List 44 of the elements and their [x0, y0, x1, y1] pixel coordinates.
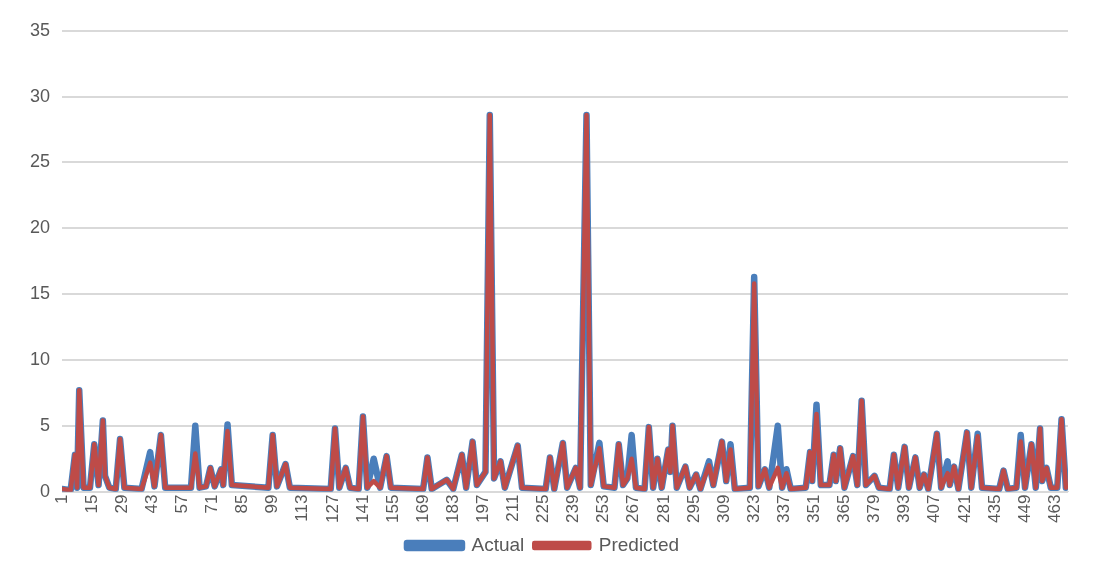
legend-label: Actual — [471, 533, 525, 555]
x-tick-label: 43 — [141, 494, 161, 514]
x-tick-label: 15 — [81, 494, 101, 514]
x-tick-label: 71 — [202, 494, 222, 514]
x-tick-label: 393 — [894, 494, 914, 524]
x-tick-label: 99 — [262, 494, 282, 514]
x-tick-label: 435 — [984, 494, 1004, 524]
y-tick-label: 25 — [29, 151, 51, 172]
x-tick-label: 295 — [683, 494, 703, 524]
y-tick-label: 20 — [29, 217, 51, 238]
x-tick-label: 267 — [623, 494, 643, 524]
x-tick-label: 365 — [834, 494, 854, 524]
x-tick-label: 379 — [864, 494, 884, 524]
x-tick-label: 113 — [292, 494, 312, 522]
y-tick-label: 30 — [29, 85, 51, 106]
x-tick-label: 141 — [352, 494, 372, 524]
x-tick-label: 337 — [773, 494, 793, 524]
x-tick-label: 155 — [382, 494, 402, 524]
x-tick-label: 253 — [593, 494, 613, 524]
x-tick-label: 127 — [322, 494, 342, 524]
x-tick-label: 183 — [442, 494, 462, 524]
y-tick-label: 5 — [40, 414, 51, 435]
x-tick-label: 57 — [172, 494, 192, 514]
legend-label: Predicted — [598, 533, 680, 555]
x-tick-label: 449 — [1014, 494, 1034, 524]
x-tick-label: 309 — [713, 494, 733, 524]
x-tick-label: 463 — [1044, 494, 1064, 524]
y-tick-label: 35 — [29, 19, 51, 40]
x-tick-label: 351 — [804, 494, 824, 524]
x-tick-label: 1 — [51, 494, 71, 505]
y-tick-label: 0 — [40, 480, 51, 501]
x-tick-label: 29 — [111, 494, 131, 514]
x-tick-label: 225 — [533, 494, 553, 524]
y-tick-label: 15 — [29, 283, 51, 304]
x-tick-label: 407 — [924, 494, 944, 524]
x-tick-label: 197 — [473, 494, 493, 524]
y-tick-label: 10 — [29, 348, 51, 369]
x-tick-label: 281 — [653, 494, 673, 524]
x-tick-label: 169 — [412, 494, 432, 524]
x-tick-label: 85 — [232, 494, 252, 514]
x-tick-label: 323 — [743, 494, 763, 524]
x-tick-label: 421 — [954, 494, 974, 524]
x-tick-label: 211 — [503, 494, 523, 522]
x-tick-label: 239 — [563, 494, 583, 524]
